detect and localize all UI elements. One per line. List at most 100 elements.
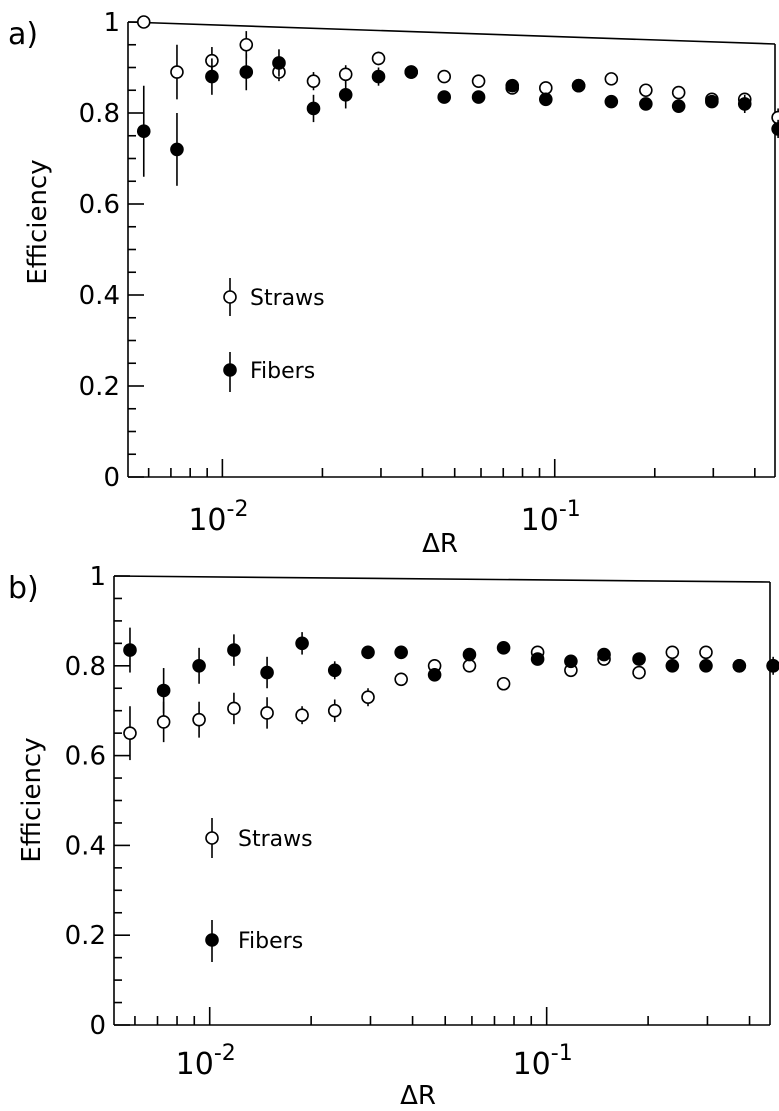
y-tick-label: 0.4 bbox=[79, 281, 120, 311]
fibers-data-point bbox=[699, 658, 713, 673]
legend-label-fibers: Fibers bbox=[238, 929, 303, 954]
x-tick-label: 10-1 bbox=[513, 1041, 573, 1082]
marker bbox=[571, 78, 586, 93]
x-axis-label: ΔR bbox=[400, 1081, 436, 1111]
fibers-data-point bbox=[371, 67, 386, 86]
marker bbox=[156, 683, 171, 698]
marker bbox=[394, 645, 408, 660]
fibers-data-point bbox=[671, 99, 686, 113]
marker bbox=[192, 712, 206, 727]
marker bbox=[205, 69, 219, 84]
legend-entry-straws: Straws bbox=[223, 278, 325, 316]
marker bbox=[539, 81, 553, 95]
y-tick-label: 0.2 bbox=[65, 921, 106, 951]
marker bbox=[170, 65, 184, 79]
straws-data-point bbox=[361, 688, 375, 707]
marker bbox=[156, 715, 171, 729]
x-tick-label: 10-2 bbox=[188, 497, 248, 538]
marker bbox=[371, 51, 386, 66]
straws-data-point bbox=[227, 692, 241, 725]
plot-area: 0 0.2 0.4 0.6 0.8 1 10-2 10-1 bbox=[79, 8, 779, 538]
marker bbox=[665, 658, 680, 673]
marker bbox=[632, 665, 646, 680]
marker bbox=[327, 703, 342, 718]
legend-label-straws: Straws bbox=[250, 286, 325, 311]
fibers-data-point bbox=[496, 641, 511, 655]
marker bbox=[530, 652, 545, 666]
marker bbox=[295, 708, 309, 722]
fibers-data-point bbox=[427, 667, 442, 682]
frame-top bbox=[113, 575, 771, 583]
marker bbox=[260, 665, 274, 680]
marker bbox=[671, 85, 686, 100]
y-tick-label: 0.6 bbox=[79, 190, 120, 220]
marker bbox=[295, 636, 309, 651]
legend-entry-fibers: Fibers bbox=[205, 920, 303, 962]
marker bbox=[737, 97, 752, 111]
marker bbox=[632, 652, 646, 666]
marker bbox=[766, 659, 779, 673]
marker bbox=[496, 641, 511, 655]
straws-data-point bbox=[260, 697, 274, 729]
straws-data-point bbox=[123, 706, 137, 761]
marker bbox=[705, 94, 719, 109]
fibers-data-point bbox=[239, 53, 254, 91]
marker bbox=[699, 658, 713, 673]
fibers-data-point bbox=[665, 658, 680, 673]
marker bbox=[136, 124, 151, 138]
marker bbox=[462, 658, 477, 673]
fibers-data-point bbox=[338, 81, 353, 109]
fibers-data-point bbox=[632, 652, 646, 666]
straws-data-point bbox=[699, 645, 713, 660]
straws-data-point bbox=[192, 701, 206, 738]
marker bbox=[699, 645, 713, 660]
marker bbox=[123, 643, 137, 657]
fibers-data-point bbox=[571, 78, 586, 93]
panel-label: a) bbox=[8, 17, 38, 52]
marker bbox=[394, 672, 408, 687]
fibers-data-point bbox=[227, 634, 241, 666]
x-axis-label: ΔR bbox=[422, 529, 458, 559]
straws-data-point bbox=[338, 65, 353, 84]
straws-data-point bbox=[665, 645, 680, 660]
straws-data-point bbox=[496, 676, 511, 691]
fibers-data-point bbox=[539, 92, 553, 107]
marker bbox=[338, 67, 353, 82]
fibers-data-point bbox=[771, 119, 779, 139]
fibers-data-point bbox=[272, 49, 286, 77]
straws-data-point bbox=[136, 15, 151, 29]
plot-area: 0 0.2 0.4 0.6 0.8 1 10-2 10-1 bbox=[65, 562, 779, 1082]
fibers-data-point bbox=[205, 58, 219, 95]
fibers-data-point bbox=[295, 632, 309, 655]
fibers-data-point bbox=[705, 94, 719, 109]
marker bbox=[462, 647, 477, 662]
marker bbox=[771, 122, 779, 136]
y-tick-label: 0 bbox=[89, 1011, 106, 1041]
frame-top bbox=[127, 21, 776, 45]
y-tick-label: 0.8 bbox=[79, 99, 120, 129]
straws-data-point bbox=[306, 72, 321, 91]
marker bbox=[496, 676, 511, 691]
straws-data-point bbox=[671, 85, 686, 100]
fibers-data-point bbox=[123, 627, 137, 673]
fibers-data-point bbox=[462, 647, 477, 662]
marker bbox=[123, 726, 137, 740]
marker bbox=[604, 94, 619, 109]
y-tick-label: 0.4 bbox=[65, 831, 106, 861]
fibers-data-point bbox=[766, 656, 779, 675]
straws-data-point bbox=[632, 665, 646, 680]
fibers-data-point bbox=[136, 85, 151, 177]
marker bbox=[192, 658, 206, 673]
straws-data-point bbox=[462, 658, 477, 673]
legend-label-fibers: Fibers bbox=[250, 359, 315, 384]
marker bbox=[427, 667, 442, 682]
straws-data-point bbox=[371, 51, 386, 66]
marker bbox=[732, 658, 747, 673]
fibers-data-point bbox=[732, 658, 747, 673]
x-tick-label: 10-1 bbox=[521, 497, 581, 538]
legend-entry-straws: Straws bbox=[205, 818, 313, 858]
straws-data-point bbox=[295, 706, 309, 725]
y-tick-label: 0 bbox=[103, 463, 120, 493]
straws-data-point bbox=[327, 699, 342, 722]
